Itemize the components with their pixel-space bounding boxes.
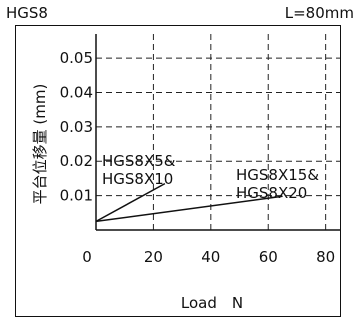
series-line-1 <box>95 195 283 223</box>
y-tick-label-3: 0.04 <box>60 83 93 101</box>
series-line-0 <box>95 182 166 223</box>
y-tick-label-2: 0.03 <box>60 118 93 136</box>
x-tick-label-4: 80 <box>316 248 335 266</box>
x-tick-label-3: 60 <box>259 248 278 266</box>
series-label-1-1: HGS8X20 <box>236 184 307 202</box>
x-tick-label-2: 40 <box>201 248 220 266</box>
model-label: HGS8 <box>6 4 48 22</box>
x-axis-label: Load N <box>181 294 243 312</box>
chart-frame <box>15 25 341 317</box>
series-label-0-0: HGS8X5& <box>102 152 176 170</box>
x-tick-label-0: 0 <box>82 248 92 266</box>
series-label-0-1: HGS8X10 <box>102 170 173 188</box>
labels-group: 0 20 40 60 80 0.01 0.02 0.03 0.04 0.05 Load N 平台位移量… <box>31 49 335 312</box>
y-tick-label-1: 0.02 <box>60 152 93 170</box>
grid <box>96 34 340 230</box>
y-tick-label-0: 0.01 <box>60 187 93 205</box>
series-group <box>95 182 283 223</box>
series-label-1-0: HGS8X15& <box>236 166 319 184</box>
y-axis-label: 平台位移量 (mm) <box>31 84 49 205</box>
y-tick-label-4: 0.05 <box>60 49 93 67</box>
axes <box>95 34 340 231</box>
x-tick-label-1: 20 <box>144 248 163 266</box>
length-label: L=80mm <box>284 4 354 22</box>
